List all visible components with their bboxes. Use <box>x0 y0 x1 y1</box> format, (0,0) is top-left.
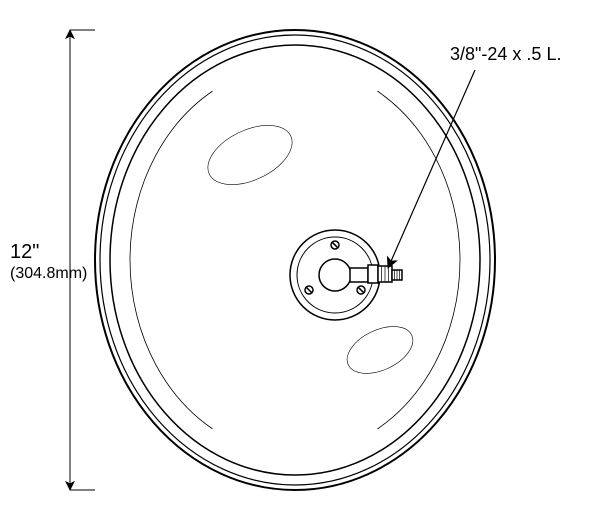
dimension-height <box>70 30 95 490</box>
mounting-hub <box>290 230 402 320</box>
mirror-highlight-1 <box>199 113 302 196</box>
stud-callout: 3/8"-24 x .5 L. <box>388 44 561 268</box>
callout-label: 3/8"-24 x .5 L. <box>450 44 561 64</box>
mirror-outer-edge <box>95 30 495 490</box>
mirror-body <box>95 30 495 490</box>
hub-center-boss <box>319 259 351 291</box>
mirror-curvature-right <box>378 91 461 429</box>
mirror-rim-ring <box>100 35 490 485</box>
hub-threaded-stud <box>350 265 402 283</box>
mirror-curvature-left <box>130 91 213 429</box>
stud-shoulder <box>350 268 368 282</box>
dimension-value-metric: (304.8mm) <box>10 265 87 282</box>
stud-spacer <box>368 265 378 283</box>
dimension-value: 12" <box>10 241 39 263</box>
mirror-highlight-2 <box>340 317 420 383</box>
mirror-technical-drawing: 12" (304.8mm) 3/8"-24 x .5 L. <box>0 0 600 517</box>
mirror-inner-edge <box>110 45 480 475</box>
